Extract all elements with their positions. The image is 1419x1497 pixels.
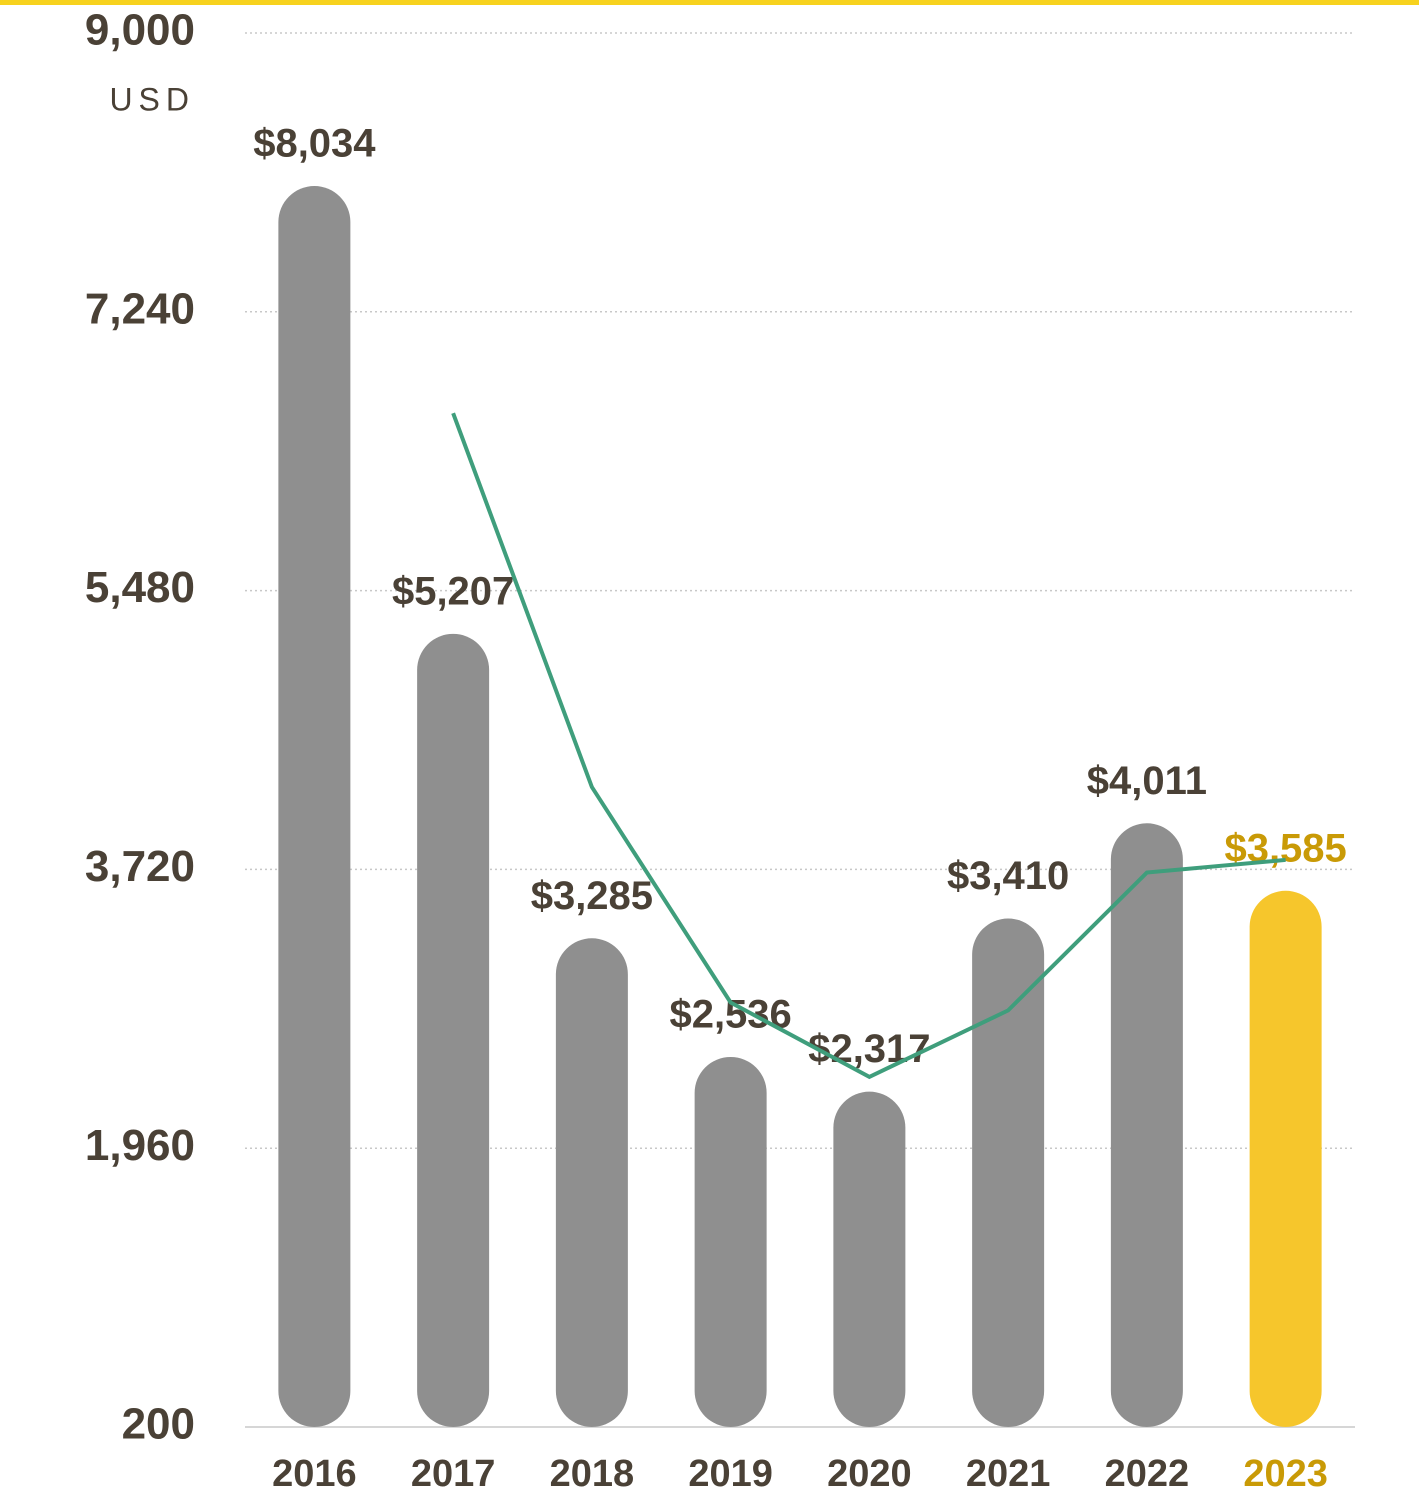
value-label: $3,410 <box>947 854 1069 898</box>
value-label: $3,285 <box>531 874 653 918</box>
x-tick-label: 2016 <box>272 1453 357 1495</box>
x-tick-label: 2021 <box>966 1453 1051 1495</box>
y-tick-label: 200 <box>122 1400 195 1449</box>
value-label: $4,011 <box>1087 759 1207 803</box>
bar <box>555 938 628 1427</box>
x-tick-label: 2022 <box>1105 1453 1190 1495</box>
x-tick-label: 2023 <box>1243 1453 1328 1495</box>
top-strip <box>0 0 1419 5</box>
x-tick-label: 2019 <box>688 1453 773 1495</box>
bar <box>278 186 351 1427</box>
bar <box>833 1091 906 1427</box>
x-tick-label: 2017 <box>411 1453 496 1495</box>
trend-line <box>451 412 1286 1080</box>
bar <box>1110 823 1183 1427</box>
bar <box>417 633 490 1427</box>
unit-label: USD <box>109 81 195 117</box>
bar <box>972 918 1045 1427</box>
bar <box>1249 890 1322 1427</box>
bar <box>694 1056 767 1427</box>
value-label: $8,034 <box>253 122 376 166</box>
y-tick-label: 7,240 <box>85 284 195 333</box>
value-label: $2,317 <box>808 1027 930 1071</box>
x-tick-label: 2020 <box>827 1453 912 1495</box>
value-label: $5,207 <box>392 569 514 613</box>
y-tick-label: 3,720 <box>85 842 195 891</box>
y-tick-label: 9,000 <box>85 6 195 55</box>
x-tick-label: 2018 <box>550 1453 635 1495</box>
y-tick-label: 5,480 <box>85 563 195 612</box>
y-tick-label: 1,960 <box>85 1121 195 1170</box>
